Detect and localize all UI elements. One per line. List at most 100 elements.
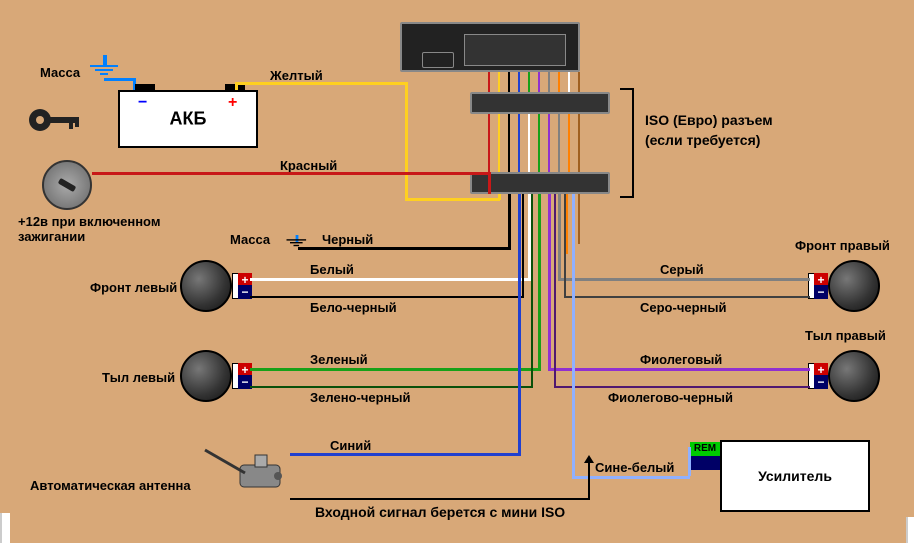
iso-gap-wire [538, 114, 540, 172]
grey-wire [558, 278, 810, 281]
ground-to-battery-wire [104, 78, 136, 81]
antenna-icon [200, 445, 290, 495]
battery-neg-sign: − [138, 94, 147, 112]
amplifier: REM Усилитель [720, 440, 870, 512]
harness-wire [508, 72, 510, 92]
label-yellow: Желтый [270, 68, 323, 83]
violet-black-wire-v [554, 194, 556, 388]
battery: − + АКБ [118, 90, 258, 148]
battery-label: АКБ [170, 109, 207, 130]
label-ignition-1: +12в при включенном [18, 214, 160, 229]
iso-gap-wire [488, 114, 490, 172]
label-input-signal: Входной сигнал берется с мини ISO [315, 504, 565, 520]
violet-black-wire [554, 386, 810, 388]
iso-gap-wire [558, 114, 560, 172]
label-ignition-2: зажигании [18, 229, 85, 244]
yellow-wire-v2 [405, 82, 408, 200]
harness-wire [578, 72, 580, 92]
white-wire [250, 278, 530, 281]
blue-white-to-rem-h [688, 447, 691, 449]
rem-label: REM [690, 442, 720, 456]
label-rear-left: Тыл левый [102, 370, 175, 385]
ground-symbol-top [90, 55, 120, 75]
page-corner-right [906, 517, 914, 543]
label-white-black: Бело-черный [310, 300, 397, 315]
label-black: Черный [322, 232, 373, 247]
iso-gap-wire [518, 114, 520, 172]
amplifier-label: Усилитель [758, 468, 832, 484]
white-black-wire [250, 296, 524, 298]
iso-gap-wire [498, 114, 500, 172]
harness-wire [518, 72, 520, 92]
violet-wire-v [548, 194, 551, 371]
orange-stub [566, 194, 568, 254]
iso-label-2: (если требуется) [645, 132, 760, 148]
iso-connector-top [470, 92, 610, 114]
input-signal-wire [290, 498, 590, 500]
red-wire-v [488, 172, 491, 194]
iso-label-1: ISO (Евро) разъем [645, 112, 773, 128]
page-corner-left [0, 513, 10, 543]
harness-wire [528, 72, 530, 92]
speaker-rear-left [180, 350, 240, 402]
label-auto-antenna: Автоматическая антенна [30, 478, 191, 493]
harness-wire [558, 72, 560, 92]
iso-connector-bottom [470, 172, 610, 194]
iso-gap-wire [578, 114, 580, 172]
head-unit [400, 22, 580, 72]
label-ground-mid: Масса [230, 232, 270, 247]
input-signal-wire-v [588, 460, 590, 500]
speaker-rear-right [820, 350, 880, 402]
black-wire-v [508, 194, 511, 250]
iso-gap-wire [548, 114, 550, 172]
green-wire-v [538, 194, 541, 371]
rem-terminal: REM [690, 442, 720, 470]
input-arrow [584, 455, 594, 463]
red-wire-h [92, 172, 490, 175]
blue-white-wire-v [572, 194, 575, 479]
label-green-black: Зелено-черный [310, 390, 410, 405]
label-front-right: Фронт правый [795, 238, 890, 253]
label-white: Белый [310, 262, 354, 277]
black-wire [298, 247, 510, 250]
blue-white-to-rem-v [688, 447, 691, 476]
label-green: Зеленый [310, 352, 368, 367]
grey-black-wire [564, 296, 810, 298]
iso-gap-wire [508, 114, 510, 172]
ignition-key-icon [25, 105, 85, 145]
blue-wire [290, 453, 520, 456]
label-grey-black: Серо-черный [640, 300, 727, 315]
label-violet-black: Фиолегово-черный [608, 390, 733, 405]
label-blue-white: Сине-белый [595, 460, 674, 475]
green-black-wire-v [531, 194, 533, 388]
label-violet: Фиолеговый [640, 352, 722, 367]
label-ground-top: Масса [40, 65, 80, 80]
blue-wire-v [518, 194, 521, 456]
grey-wire-v [558, 194, 561, 281]
yellow-wire-h2 [405, 198, 500, 201]
battery-pos-sign: + [228, 94, 237, 112]
harness-wire [548, 72, 550, 92]
iso-gap-wire [528, 114, 530, 172]
violet-wire [548, 368, 810, 371]
speaker-front-left [180, 260, 240, 312]
label-rear-right: Тыл правый [805, 328, 886, 343]
green-wire [250, 368, 540, 371]
harness-wire [498, 72, 500, 92]
harness-wire [488, 72, 490, 92]
yellow-wire-h [235, 82, 405, 85]
harness-wire [568, 72, 570, 92]
yellow-wire-v3 [498, 194, 501, 200]
ignition-switch [42, 160, 92, 210]
harness-wire [538, 72, 540, 92]
green-black-wire [250, 386, 533, 388]
label-grey: Серый [660, 262, 704, 277]
brown-stub [578, 194, 580, 244]
label-red: Красный [280, 158, 337, 173]
label-blue: Синий [330, 438, 371, 453]
white-black-wire-v [522, 194, 524, 298]
iso-bracket [620, 88, 634, 198]
label-front-left: Фронт левый [90, 280, 177, 295]
iso-gap-wire [568, 114, 570, 172]
speaker-front-right [820, 260, 880, 312]
